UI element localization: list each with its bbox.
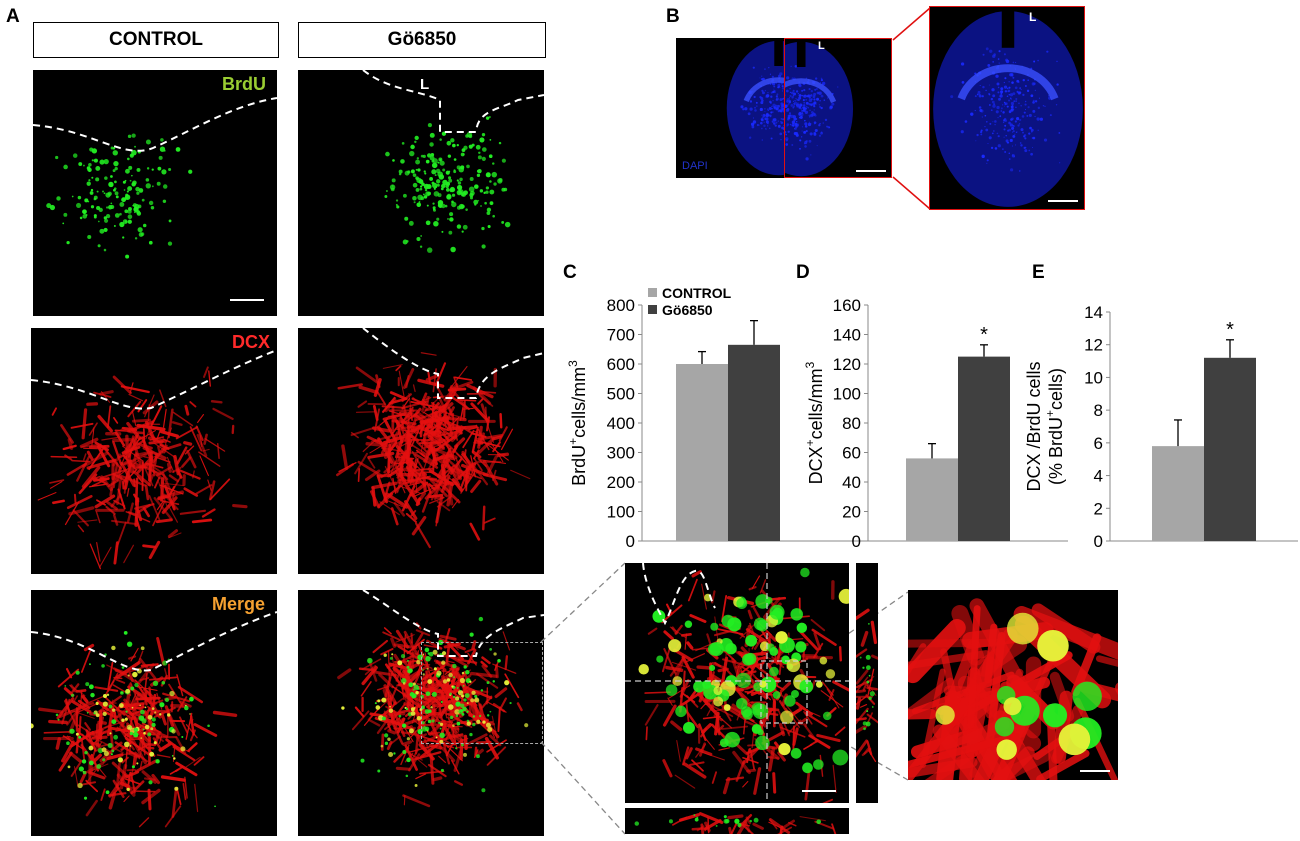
y-axis-label-line2: (% BrdU+cells) (1043, 368, 1066, 485)
legend-swatch-control (648, 288, 657, 297)
y-axis-label-line1: DCX /BrdU cells (1024, 361, 1044, 491)
y-tick-label: 160 (833, 296, 861, 315)
y-tick-label: 80 (842, 414, 861, 433)
y-tick-label: 40 (842, 473, 861, 492)
y-tick-label: 0 (626, 532, 635, 551)
dapi-section-left (676, 38, 784, 178)
y-tick-label: 800 (607, 296, 635, 315)
chart-E: 0 2 4 6 8 10 12 14 * DCX /BrdU cells (% BrdU+cells… (1024, 303, 1298, 551)
y-tick-label: 120 (833, 355, 861, 374)
dapi-section-zoom (929, 6, 1085, 210)
panel-letter-e: E (1032, 262, 1045, 283)
lumen-label-a: L (420, 76, 430, 93)
bar-CONTROL (1152, 446, 1204, 541)
y-tick-label: 8 (1094, 401, 1103, 420)
y-tick-label: 140 (833, 326, 861, 345)
y-axis-label: DCX+cells/mm3 (803, 361, 826, 484)
micrograph-control-merge (31, 590, 277, 836)
y-tick-label: 500 (607, 385, 635, 404)
control-header-label: CONTROL (109, 29, 203, 50)
panel-letter-b: B (666, 6, 680, 27)
crosshair (625, 563, 849, 803)
treated-header-label: Gö6850 (387, 29, 457, 50)
y-tick-label: 300 (607, 444, 635, 463)
panel-letter-c: C (563, 262, 577, 283)
dapi-label: DAPI (682, 160, 708, 172)
lumen-label-b-small: L (818, 40, 825, 52)
y-tick-label: 100 (833, 385, 861, 404)
scale-bar-b-zoom (1048, 200, 1078, 202)
y-tick-label: 4 (1094, 467, 1103, 486)
zoom-box-merge (421, 642, 543, 744)
micrograph-treated-dcx (298, 328, 544, 574)
bar-Gö6850 (958, 356, 1010, 541)
bar-CONTROL (906, 458, 958, 541)
y-tick-label: 12 (1084, 336, 1103, 355)
micrograph-treated-brdu (298, 70, 544, 316)
significance-star: * (980, 324, 988, 346)
lumen-label-b-zoom: L (1029, 10, 1037, 24)
dapi-section-right (784, 38, 892, 178)
y-tick-label: 0 (852, 532, 861, 551)
panel-letter-d: D (796, 262, 810, 283)
scale-bar-confocal (802, 790, 836, 792)
y-tick-label: 100 (607, 503, 635, 522)
bar-CONTROL (676, 364, 728, 541)
panel-letter-a: A (6, 6, 20, 27)
y-axis-label: BrdU+cells/mm3 (566, 360, 589, 486)
orthogonal-view-yz (856, 563, 878, 803)
high-magnification-view (908, 590, 1118, 780)
y-tick-label: 600 (607, 355, 635, 374)
significance-star: * (1226, 319, 1234, 341)
y-tick-label: 700 (607, 326, 635, 345)
micrograph-control-dcx (31, 328, 277, 574)
control-header: CONTROL (33, 22, 279, 58)
micrograph-control-brdu (33, 70, 277, 316)
bar-Gö6850 (728, 344, 780, 541)
confocal-zoom (625, 563, 849, 803)
legend-label-treated: Gö6850 (662, 302, 713, 318)
orthogonal-view-xz (625, 808, 849, 834)
brdu-channel-label: BrdU (222, 74, 266, 94)
y-tick-label: 0 (1094, 532, 1103, 551)
y-tick-label: 20 (842, 503, 861, 522)
y-tick-label: 400 (607, 414, 635, 433)
y-tick-label: 14 (1084, 303, 1103, 322)
y-tick-label: 2 (1094, 499, 1103, 518)
scale-bar-a (230, 299, 264, 301)
chart-D: 0 20 40 60 80 100 120 140 160 * DCX+cells/mm3 (803, 296, 1068, 551)
y-tick-label: 60 (842, 444, 861, 463)
scale-bar-hires (1080, 770, 1110, 772)
dcx-channel-label: DCX (232, 332, 271, 352)
merge-channel-label: Merge (212, 594, 266, 614)
y-tick-label: 10 (1084, 368, 1103, 387)
legend-swatch-treated (648, 305, 657, 314)
y-tick-label: 200 (607, 473, 635, 492)
scale-bar-b-small (856, 170, 886, 172)
legend-label-control: CONTROL (662, 285, 732, 301)
treated-header: Gö6850 (298, 22, 546, 58)
bar-Gö6850 (1204, 357, 1256, 541)
y-tick-label: 6 (1094, 434, 1103, 453)
